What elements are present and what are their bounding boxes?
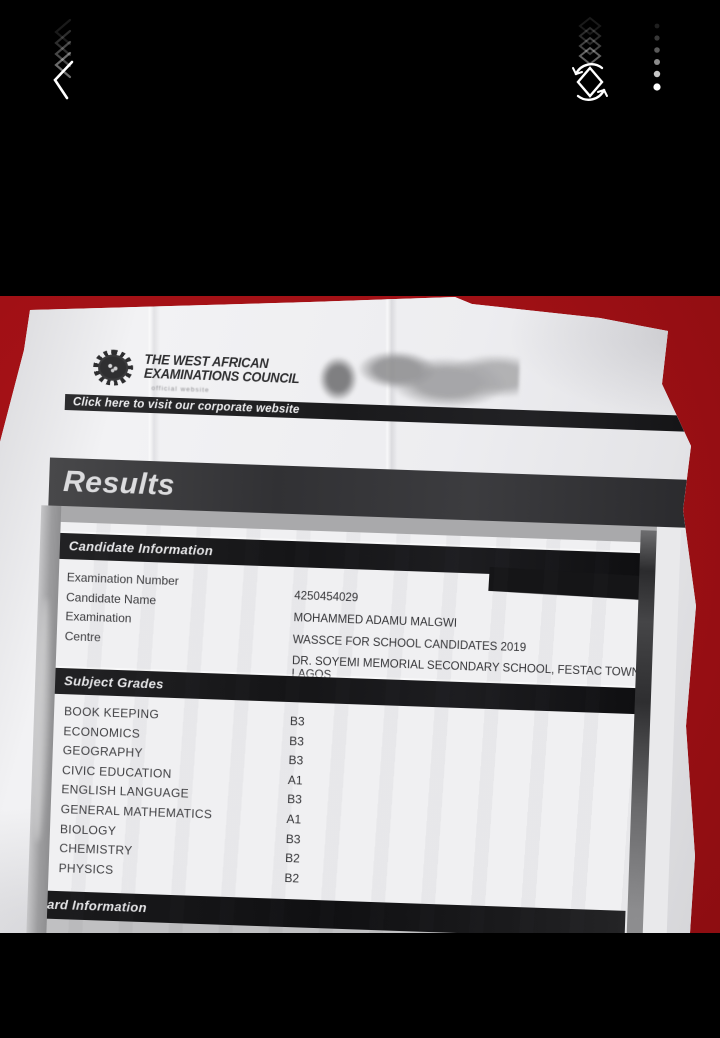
candidate-field-labels: Examination Number Candidate Name Examin… <box>64 568 180 650</box>
subject-grade: A1 <box>287 772 303 788</box>
result-paper: THE WEST AFRICAN EXAMINATIONS COUNCIL of… <box>0 297 696 933</box>
back-button[interactable] <box>42 18 82 104</box>
org-name: THE WEST AFRICAN EXAMINATIONS COUNCIL <box>143 352 300 387</box>
rotate-button[interactable] <box>566 16 614 108</box>
card-information-title: Card Information <box>37 896 148 916</box>
more-options-button[interactable] <box>648 20 666 96</box>
subject-grade: B3 <box>285 831 301 847</box>
results-card: Candidate Information Examination Number… <box>23 505 681 933</box>
field-label: Centre <box>64 628 102 644</box>
rotate-icon <box>566 16 614 108</box>
subject-grade: B2 <box>284 870 300 886</box>
card-bottom-area <box>23 917 643 933</box>
waec-logo-icon <box>90 347 135 389</box>
result-document: THE WEST AFRICAN EXAMINATIONS COUNCIL of… <box>23 340 696 933</box>
back-icon <box>42 18 82 104</box>
subject-grade: B2 <box>284 851 301 866</box>
subject-grades-title: Subject Grades <box>63 673 164 692</box>
subject-grade: B3 <box>286 792 303 807</box>
photo-view[interactable]: THE WEST AFRICAN EXAMINATIONS COUNCIL of… <box>0 296 720 933</box>
org-name-line2: EXAMINATIONS COUNCIL <box>143 365 300 387</box>
subject-grade: B3 <box>289 733 305 749</box>
viewer-toolbar <box>0 0 720 296</box>
corporate-website-link-text: Click here to visit our corporate websit… <box>72 396 300 417</box>
subject-grade: B3 <box>289 714 305 729</box>
candidate-information-title: Candidate Information <box>68 538 214 559</box>
subject-grade: A1 <box>286 811 302 827</box>
subject-grades-table: BOOK KEEPING B3 ECONOMICS B3 GEOGRAPHY B… <box>58 702 624 898</box>
subject-grade: B3 <box>288 753 304 768</box>
org-tagline: official website <box>151 385 210 395</box>
more-options-icon <box>648 20 666 96</box>
